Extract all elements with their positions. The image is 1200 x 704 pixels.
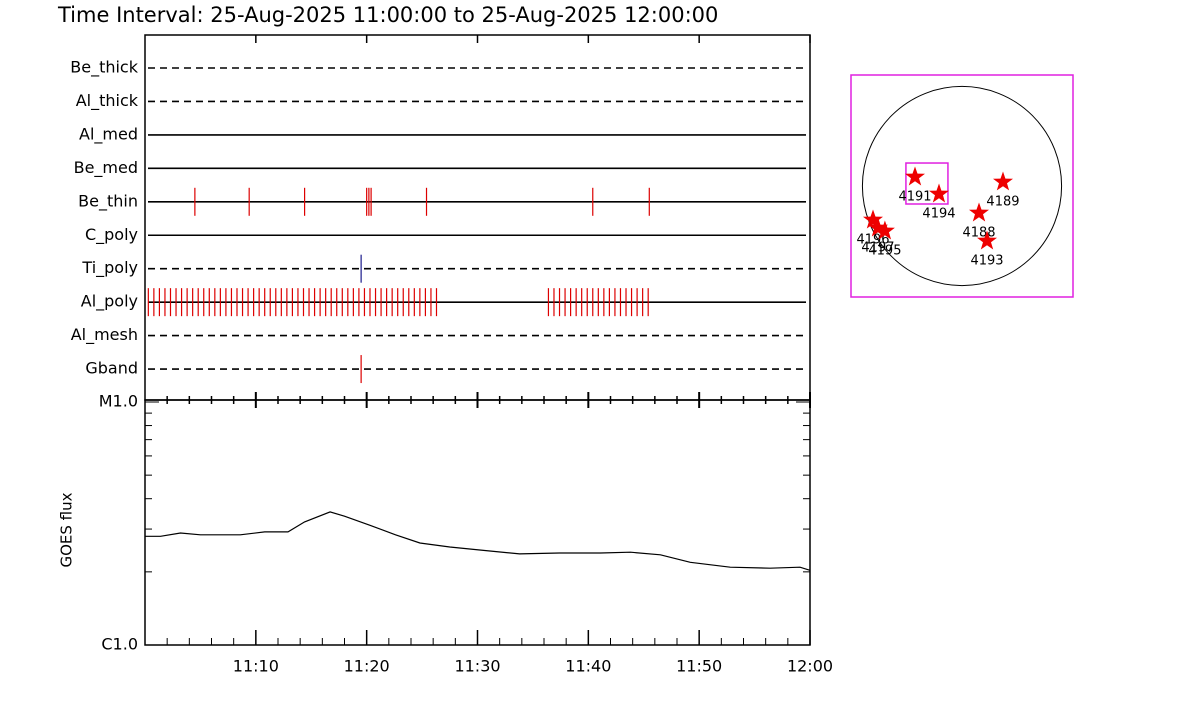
- x-tick-label: 11:40: [565, 657, 611, 676]
- row-label: Al_thick: [76, 91, 139, 111]
- goes-curve: [145, 511, 811, 571]
- fov-box: [905, 162, 949, 205]
- region-marker: [929, 183, 949, 203]
- row-label: Be_thick: [70, 58, 138, 78]
- region-marker: [993, 171, 1013, 191]
- row-label: C_poly: [85, 225, 138, 245]
- row-label: Gband: [85, 359, 138, 378]
- row-label: Al_med: [79, 124, 138, 144]
- x-tick-label: 11:50: [676, 657, 722, 676]
- y-axis-label: GOES flux: [58, 492, 76, 567]
- region-label: 4189: [986, 194, 1019, 209]
- chart-title: Time Interval: 25-Aug-2025 11:00:00 to 2…: [57, 3, 718, 27]
- solar-limb: [861, 85, 1063, 287]
- region-marker: [977, 230, 997, 250]
- region-marker: [874, 220, 895, 240]
- region-marker: [868, 217, 888, 237]
- region-label: 4194: [922, 206, 955, 221]
- x-tick-label: 11:30: [454, 657, 500, 676]
- region-label: 4197: [861, 241, 894, 256]
- x-tick-label: 11:10: [233, 657, 279, 676]
- map-frame: [850, 74, 1074, 298]
- y-tick-label: C1.0: [101, 635, 138, 654]
- x-tick-label: 11:20: [344, 657, 390, 676]
- region-label: 4193: [970, 253, 1003, 268]
- goes-frame: [144, 399, 811, 646]
- region-marker: [905, 166, 925, 186]
- row-label: Be_thin: [78, 191, 138, 211]
- x-tick-label: 12:00: [787, 657, 833, 676]
- row-label: Be_med: [74, 158, 138, 178]
- row-label: Al_mesh: [71, 325, 138, 345]
- region-label: 4195: [868, 244, 901, 259]
- region-label: 4191: [898, 189, 931, 204]
- timeline-frame: [144, 34, 811, 401]
- row-label: Al_poly: [81, 292, 138, 312]
- region-marker: [969, 202, 989, 222]
- row-label: Ti_poly: [81, 258, 138, 278]
- y-tick-label: M1.0: [99, 392, 138, 411]
- region-marker: [863, 209, 883, 229]
